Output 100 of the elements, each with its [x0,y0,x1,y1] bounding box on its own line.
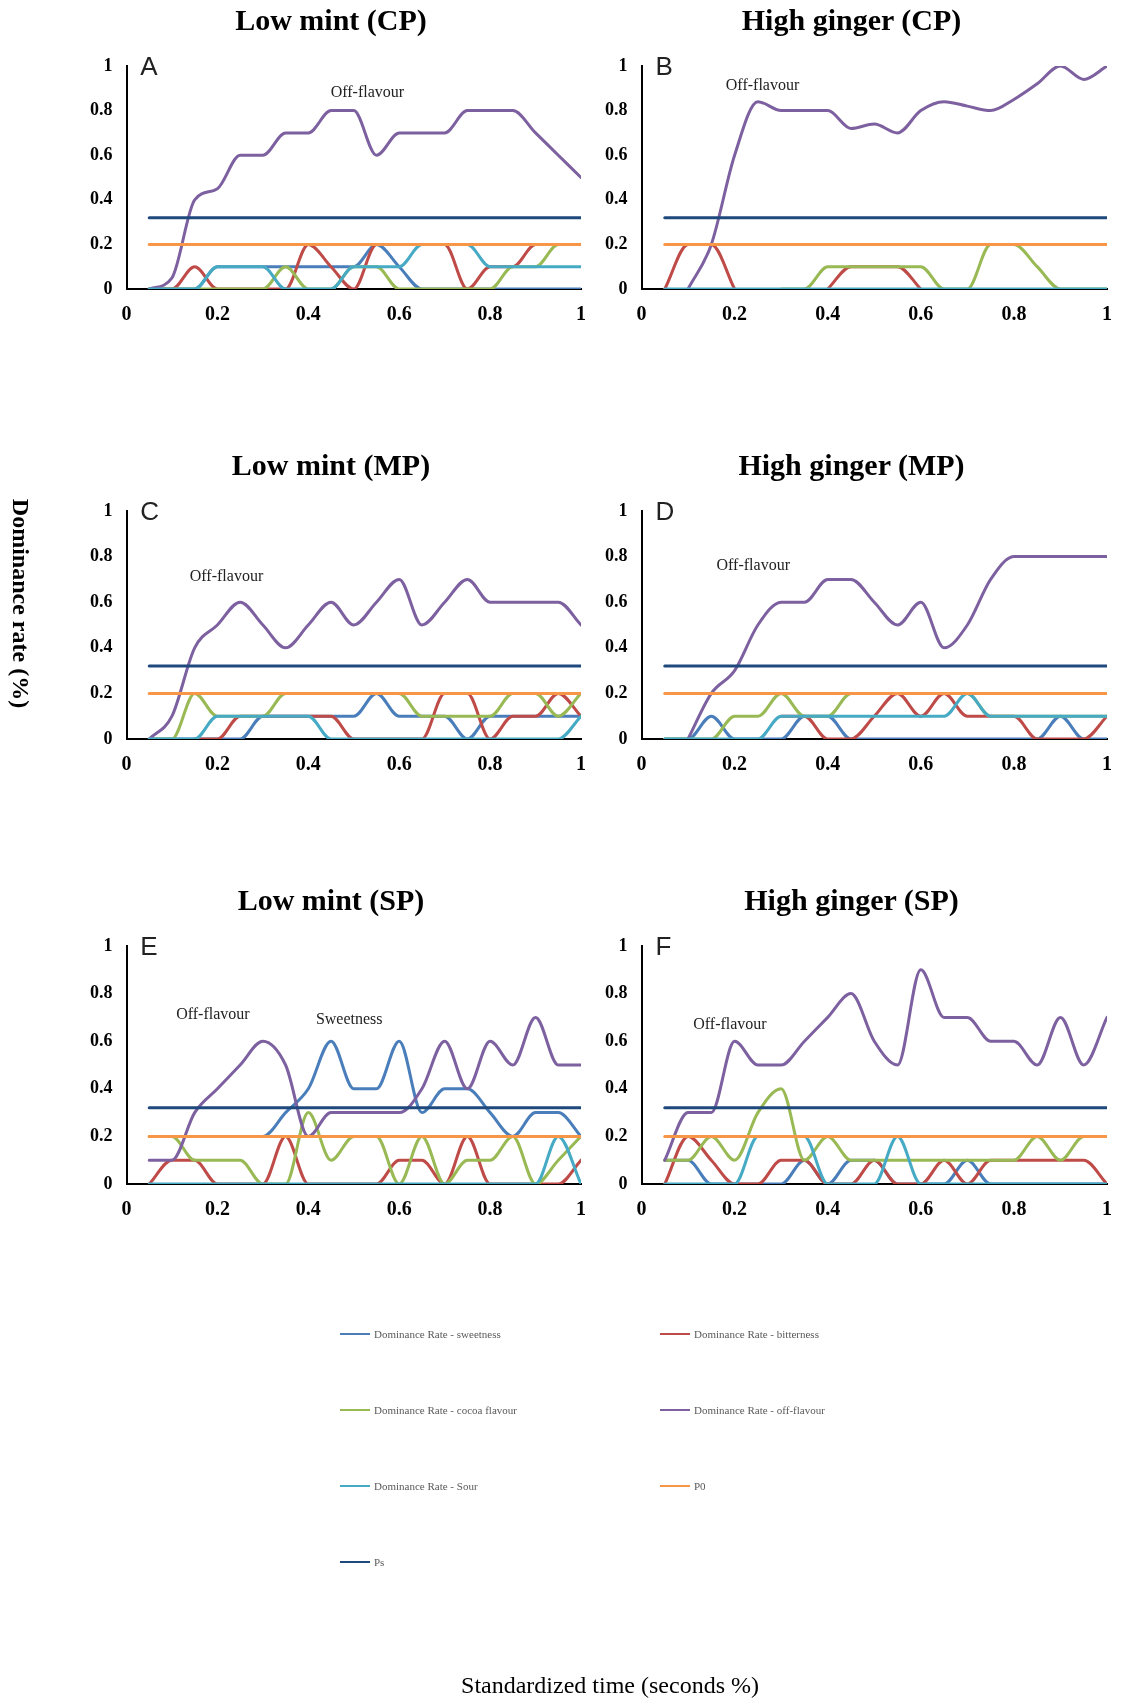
annotation: Off-flavour [716,555,791,573]
y-tick-label: 0.6 [90,143,113,164]
x-tick-label: 0 [636,302,647,325]
x-tick-label: 1 [576,302,586,325]
y-tick-label: 1 [618,499,628,520]
y-axis-title: Dominance rate (%) [6,497,34,711]
y-tick-label: 0.4 [605,188,628,209]
x-tick-label: 0 [121,752,132,775]
chart-title: Low mint (MP) [231,447,431,482]
y-tick-label: 0.8 [605,982,628,1003]
x-tick-label: 0.2 [722,302,748,325]
chart-title: Low mint (CP) [235,2,427,37]
chart-title: High ginger (CP) [741,2,962,37]
y-tick-label: 0 [103,727,113,748]
chart-title: High ginger (MP) [738,447,965,482]
x-tick-label: 0.6 [386,752,412,775]
x-tick-label: 1 [1102,752,1112,775]
annotation: Off-flavour [330,82,405,100]
x-tick-label: 0.2 [204,752,230,775]
x-tick-label: 0.8 [1001,302,1027,325]
y-tick-label: 0.2 [90,233,113,254]
annotation: Sweetness [315,1009,383,1027]
x-tick-label: 0.4 [295,752,321,775]
legend-label: Dominance Rate - off-flavour [694,1404,825,1416]
y-tick-label: 0.2 [605,682,628,703]
x-tick-label: 0.6 [908,1197,934,1220]
y-tick-label: 0.4 [90,1077,113,1098]
annotation: E [140,930,158,961]
legend-label: Ps [374,1556,385,1568]
x-tick-label: 0.4 [815,302,841,325]
y-tick-label: 0.4 [90,636,113,657]
y-tick-label: 0.2 [90,1125,113,1146]
x-tick-label: 0.2 [204,302,230,325]
x-tick-label: 0.8 [477,752,503,775]
x-tick-label: 0.6 [386,1197,412,1220]
chart-title: Low mint (SP) [237,882,425,917]
x-tick-label: 0.6 [908,302,934,325]
x-tick-label: 0.6 [386,302,412,325]
x-tick-label: 0.8 [1001,752,1027,775]
y-tick-label: 1 [618,934,628,955]
x-tick-label: 0.2 [722,752,748,775]
y-tick-label: 1 [618,54,628,75]
y-tick-label: 1 [103,54,113,75]
x-tick-label: 0.2 [204,1197,230,1220]
y-tick-label: 0.6 [605,143,628,164]
annotation: D [655,495,675,526]
line-series [686,555,1107,739]
y-tick-label: 1 [103,934,113,955]
y-tick-label: 0.8 [605,545,628,566]
line-series [147,109,581,289]
x-tick-label: 0.4 [815,752,841,775]
y-tick-label: 0.8 [90,545,113,566]
y-tick-label: 0 [103,1172,113,1193]
annotation: Off-flavour [189,567,264,585]
x-tick-label: 0 [121,302,132,325]
annotation: B [655,50,673,81]
x-tick-label: 0 [636,752,647,775]
y-tick-label: 1 [103,499,113,520]
y-tick-label: 0.6 [90,590,113,611]
x-tick-label: 0.4 [295,302,321,325]
y-tick-label: 0.4 [605,636,628,657]
x-tick-label: 0.8 [1001,1197,1027,1220]
x-tick-label: 1 [1102,1197,1112,1220]
x-tick-label: 1 [576,1197,586,1220]
annotation: C [140,495,159,526]
y-tick-label: 0 [103,277,113,298]
legend-label: Dominance Rate - bitterness [694,1328,819,1340]
line-series [663,968,1107,1162]
legend-label: Dominance Rate - sweetness [374,1328,501,1340]
x-tick-label: 0 [636,1197,647,1220]
x-tick-label: 0.8 [477,1197,503,1220]
line-series [686,66,1107,289]
y-tick-label: 0.8 [90,982,113,1003]
y-tick-label: 0.6 [605,590,628,611]
x-axis-title: Standardized time (seconds %) [460,1672,760,1699]
legend-label: Dominance Rate - Sour [374,1480,478,1492]
x-tick-label: 0.4 [295,1197,321,1220]
y-tick-label: 0.2 [90,682,113,703]
legend-label: Dominance Rate - cocoa flavour [374,1404,517,1416]
y-tick-label: 0 [618,277,628,298]
chart-title: High ginger (SP) [744,882,959,917]
y-tick-label: 0.8 [605,99,628,120]
x-tick-label: 1 [1102,302,1112,325]
y-tick-label: 0.6 [605,1029,628,1050]
y-tick-label: 0.6 [90,1029,113,1050]
y-tick-label: 0.2 [605,233,628,254]
annotation: Off-flavour [725,76,800,94]
y-tick-label: 0.8 [90,99,113,120]
y-tick-label: 0 [618,727,628,748]
x-tick-label: 1 [576,752,586,775]
y-tick-label: 0.4 [90,188,113,209]
annotation: Off-flavour [176,1005,251,1023]
x-tick-label: 0.6 [908,752,934,775]
x-tick-label: 0.8 [477,302,503,325]
annotation: Off-flavour [693,1014,768,1032]
annotation: A [140,50,159,81]
legend-label: P0 [694,1480,706,1492]
y-tick-label: 0 [618,1172,628,1193]
x-tick-label: 0.2 [722,1197,748,1220]
x-tick-label: 0 [121,1197,132,1220]
